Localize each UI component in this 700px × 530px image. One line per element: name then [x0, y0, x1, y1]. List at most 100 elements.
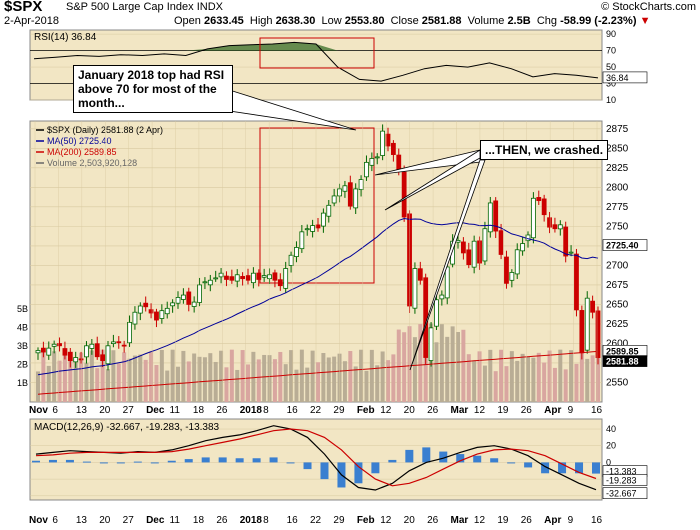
macd-histogram-bar	[32, 460, 40, 463]
candle-body	[267, 274, 272, 280]
x-tick-label-top: 22	[310, 405, 322, 416]
x-tick-label-top: 12	[474, 405, 486, 416]
x-tick-label-top: 26	[427, 405, 439, 416]
x-tick-label-top: Apr	[544, 405, 561, 416]
candle-body	[557, 224, 563, 230]
candle-body	[347, 182, 353, 207]
candle-body	[175, 297, 181, 304]
candle-body	[234, 274, 240, 282]
macd-value-tag-text: -19.283	[606, 476, 637, 486]
candle-body	[207, 279, 213, 286]
macd-histogram-bar	[473, 455, 482, 463]
chg-value: -58.99 (-2.23%)	[560, 15, 637, 27]
price-tick-label: 2675	[606, 280, 629, 291]
volume-bar	[229, 349, 234, 402]
candle-body	[595, 310, 601, 359]
macd-histogram-bar	[507, 462, 516, 464]
macd-tick-label: 40	[606, 424, 616, 434]
volume-bar	[57, 360, 62, 402]
volume-value: 2.5B	[507, 15, 531, 27]
candle-body	[197, 284, 202, 303]
price-tick-label: 2650	[606, 299, 629, 310]
macd-histogram-bar	[320, 462, 329, 480]
volume-tick-label: 3B	[17, 341, 28, 351]
macd-histogram-bar	[99, 462, 108, 464]
x-tick-label-top: 29	[333, 405, 345, 416]
macd-histogram-bar	[592, 462, 600, 474]
volume-bar	[165, 370, 170, 402]
volume-bar	[472, 360, 477, 402]
x-tick-label-bottom: 20	[99, 515, 111, 526]
candle-body	[342, 185, 348, 192]
candle-body	[353, 188, 359, 209]
macd-histogram-bar	[524, 462, 533, 468]
crash-annotation: ...THEN, we crashed.	[480, 140, 609, 160]
price-tick-label: 2850	[606, 143, 629, 154]
x-tick-label-top: Dec	[146, 405, 165, 416]
volume-bar	[36, 371, 40, 402]
price-tick-label: 2775	[606, 202, 629, 213]
volume-bar	[402, 332, 407, 402]
macd-value-tag-text: -32.667	[606, 489, 637, 499]
macd-label: MACD(12,26,9) -32.667, -19.283, -13.383	[34, 422, 220, 433]
candle-body	[62, 348, 68, 356]
candle-body	[380, 130, 386, 156]
x-tick-label-bottom: 8	[263, 515, 269, 526]
volume-bar	[558, 349, 563, 402]
volume-bar	[585, 358, 590, 402]
candle-body	[401, 171, 407, 218]
x-tick-label-bottom: 6	[52, 515, 58, 526]
price-tick-label: 2550	[606, 377, 629, 388]
volume-bar	[170, 349, 175, 402]
candle-body	[57, 343, 62, 347]
rsi-tick-label: 30	[606, 79, 616, 89]
volume-bar	[262, 354, 267, 402]
candle-body	[245, 275, 251, 281]
x-tick-label-bottom: Apr	[544, 515, 561, 526]
x-tick-label-top: 11	[170, 405, 181, 416]
x-tick-label-bottom: 18	[193, 515, 205, 526]
candle-body	[164, 307, 170, 315]
volume-bar	[192, 353, 197, 402]
candle-body	[51, 343, 57, 347]
volume-bar	[278, 351, 283, 402]
candle-body	[121, 344, 127, 347]
volume-bar	[62, 354, 67, 402]
candle-body	[154, 311, 159, 321]
x-tick-label-top: 2018	[240, 405, 263, 416]
candle-body	[110, 341, 116, 344]
volume-tick-label: 1B	[17, 378, 28, 388]
macd-histogram-bar	[541, 462, 550, 474]
x-tick-label-top: 20	[404, 405, 416, 416]
candle-body	[272, 272, 278, 281]
candle-body	[493, 200, 499, 232]
x-tick-label-top: 16	[287, 405, 299, 416]
volume-bar	[353, 366, 358, 402]
rsi-line	[33, 41, 599, 82]
candle-body	[94, 343, 100, 358]
index-name-text: S&P 500 Large Cap Index	[66, 1, 194, 13]
volume-bar	[294, 369, 299, 402]
candle-body	[590, 300, 596, 313]
volume-bar	[321, 353, 326, 402]
rsi-value-tag	[602, 71, 648, 84]
rsi-value-tag-text: 36.84	[606, 73, 629, 83]
candle-body	[137, 305, 143, 314]
candle-body	[574, 253, 579, 311]
macd-histogram-bar	[456, 454, 465, 463]
candle-body	[584, 297, 590, 351]
candle-body	[579, 310, 585, 354]
volume-bar	[590, 355, 595, 402]
volume-bar	[310, 350, 315, 402]
price-tick-label: 2600	[606, 338, 629, 349]
volume-bar	[246, 364, 250, 402]
price-value-tag	[602, 355, 648, 367]
volume-bar	[456, 331, 460, 402]
price-tick-label: 2625	[606, 319, 629, 330]
candle-body	[482, 228, 488, 262]
quote-date: 2-Apr-2018	[4, 15, 60, 27]
volume-bar	[122, 352, 127, 402]
volume-bar	[348, 351, 353, 402]
x-tick-label-top: 6	[52, 405, 58, 416]
